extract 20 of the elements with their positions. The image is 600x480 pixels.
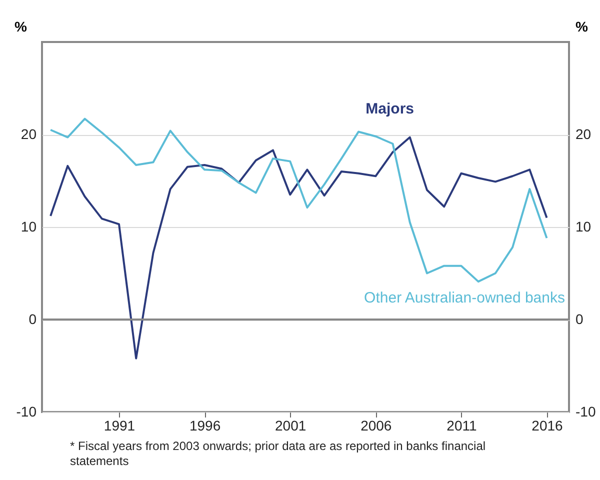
y-tick-label: 20 [20, 126, 37, 142]
y2-tick-label: 10 [576, 218, 592, 234]
x-tick-label: 2011 [446, 418, 477, 434]
y2-tick-label: 0 [576, 311, 584, 327]
y2-tick-label: 20 [576, 126, 592, 142]
x-tick-label: 2001 [275, 418, 306, 434]
x-tick-label: 2016 [532, 418, 564, 434]
series-label: Other Australian-owned banks [364, 289, 565, 306]
y-tick-label: 10 [20, 218, 37, 234]
line-series [50, 118, 548, 283]
x-tick-label: 1996 [189, 418, 221, 434]
y2-tick-label: -10 [576, 404, 596, 420]
text: * Fiscal years from 2003 onwards; prior data are as reported in banks financial statements [70, 439, 487, 469]
series-label: Majors [366, 100, 414, 118]
x-tick-label: 1991 [104, 418, 136, 434]
x-tick-label: 2006 [360, 418, 392, 434]
y-tick-label: -10 [16, 404, 37, 420]
y-tick-label: 0 [28, 311, 37, 327]
y-axis-title: % [14, 18, 28, 34]
y2-axis-title: % [576, 18, 588, 34]
